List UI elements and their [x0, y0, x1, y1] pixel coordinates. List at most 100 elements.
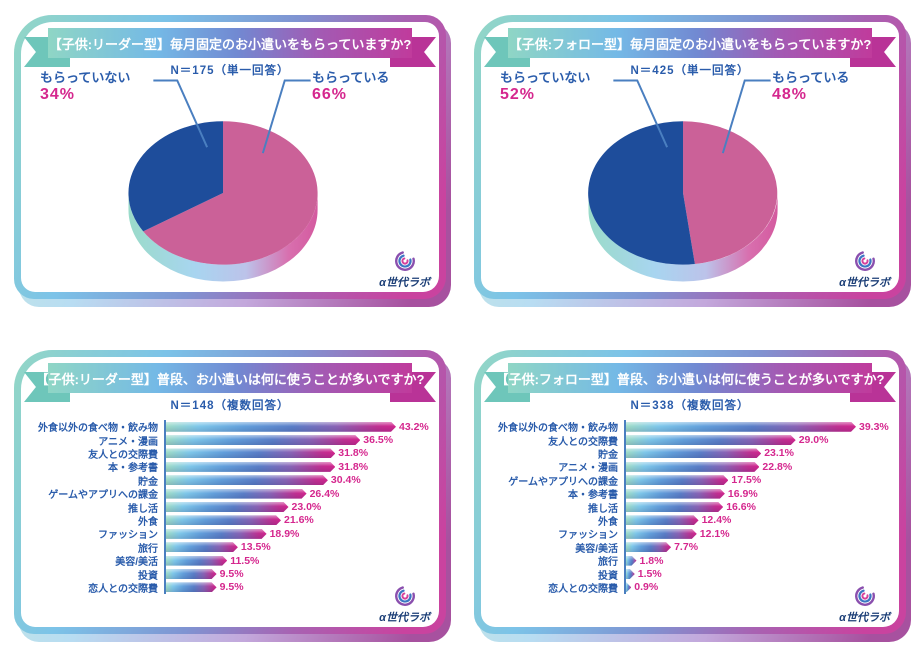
bar-value-label: 16.6%	[726, 501, 756, 514]
pie-slice-percentage: 52%	[500, 85, 536, 103]
bar-category-label: 美容/美活	[115, 557, 158, 569]
title-ribbon: 【子供:リーダー型】毎月固定のお小遣いをもらっていますか?	[24, 28, 436, 67]
pie-3d	[128, 79, 318, 282]
pie-label-left: もらっていない 34%	[40, 70, 131, 104]
bar-category-label: 友人との交際費	[548, 436, 618, 448]
bar-category-label: 外食	[598, 516, 618, 528]
bar-row: アニメ・漫画 36.5%	[26, 433, 438, 448]
panel-follower-fixed-allowance: 【子供:フォロー型】毎月固定のお小遣いをもらっていますか? N＝425（単一回答…	[474, 15, 915, 309]
bar-category-label: 恋人との交際費	[88, 583, 158, 595]
bar-category-label: ファッション	[98, 530, 158, 542]
bar-category-label: 推し活	[588, 503, 618, 515]
bar-row: ファッション 12.1%	[486, 527, 898, 541]
swirl-logo-icon	[854, 586, 875, 606]
bar	[166, 422, 396, 432]
bar-category-label: 友人との交際費	[88, 449, 158, 461]
panel-card: 【子供:リーダー型】毎月固定のお小遣いをもらっていますか? N＝175（単一回答…	[14, 15, 446, 299]
bar-category-label: ゲームやアプリへの課金	[508, 476, 618, 488]
bar-chart-area: 外食以外の食べ物・飲み物 43.2% アニメ・漫画 36.5% 友人との交際費 31.8%…	[26, 420, 438, 622]
bar-row: 外食以外の食べ物・飲み物 39.3%	[486, 420, 898, 434]
bar-row: 推し活 16.6%	[486, 500, 898, 515]
pie-label-right: もらっている 48%	[772, 70, 849, 104]
bar-row: 美容/美活 7.7%	[486, 540, 898, 555]
bar	[626, 582, 631, 592]
bar	[166, 542, 238, 552]
bar-row: 恋人との交際費 0.9%	[486, 580, 898, 595]
bar-track: 23.1%	[624, 446, 898, 461]
panel-card: 【子供:フォロー型】普段、お小遣いは何に使うことが多いですか? N＝338（複数…	[474, 350, 906, 634]
bar	[166, 435, 360, 445]
pie-slice-percentage: 66%	[312, 85, 348, 103]
leader-line-right	[721, 79, 771, 154]
bar-category-label: 貯金	[138, 476, 158, 488]
bar-value-label: 21.6%	[284, 514, 314, 527]
brand-logo: α世代ラボ	[839, 249, 890, 290]
bar-category-label: 旅行	[138, 543, 158, 555]
swirl-logo-icon	[854, 251, 875, 271]
pie-slice-name: もらっている	[312, 70, 390, 85]
bar-track: 21.6%	[164, 513, 438, 528]
pie-chart-area: もらっている 66% もらっていない 34%	[14, 69, 446, 299]
bar-track: 11.5%	[164, 553, 438, 568]
bar-track: 43.2%	[164, 420, 438, 434]
sample-size-label: N＝148（複数回答）	[170, 400, 290, 412]
brand-logo-text: α世代ラボ	[839, 612, 890, 624]
bar	[166, 515, 281, 525]
bar	[166, 556, 227, 566]
title-ribbon: 【子供:フォロー型】普段、お小遣いは何に使うことが多いですか?	[484, 363, 896, 402]
bar	[166, 502, 289, 512]
bar-track: 7.7%	[624, 540, 898, 554]
pie-slice-name: もらっていない	[40, 70, 131, 85]
panel-title: 【子供:フォロー型】普段、お小遣いは何に使うことが多いですか?	[496, 363, 884, 393]
title-ribbon: 【子供:リーダー型】普段、お小遣いは何に使うことが多いですか?	[24, 363, 436, 402]
bar	[626, 448, 761, 458]
bar	[626, 462, 759, 472]
bar-value-label: 1.5%	[637, 567, 662, 580]
bar	[166, 529, 267, 539]
bar-value-label: 1.8%	[639, 554, 664, 567]
bar-track: 22.8%	[624, 460, 898, 474]
bar-value-label: 13.5%	[240, 541, 271, 554]
bar-category-label: 推し活	[128, 503, 158, 515]
bar-track: 31.8%	[164, 446, 438, 461]
panel-title: 【子供:リーダー型】毎月固定のお小遣いをもらっていますか?	[48, 28, 412, 58]
brand-logo: α世代ラボ	[379, 249, 430, 290]
bar-row: 貯金 30.4%	[26, 473, 438, 488]
bar	[166, 462, 335, 472]
bar-track: 12.1%	[624, 527, 898, 541]
bar-category-label: 貯金	[598, 449, 618, 461]
bar-value-label: 23.1%	[764, 447, 794, 460]
pie-slice-name: もらっていない	[500, 70, 591, 85]
brand-logo-text: α世代ラボ	[379, 277, 430, 289]
bar-category-label: 本・参考書	[108, 463, 158, 475]
pie-rim	[588, 192, 778, 282]
swirl-logo-icon	[394, 586, 415, 606]
bar-row: ファッション 18.9%	[26, 527, 438, 542]
bar-track: 9.5%	[164, 567, 438, 581]
brand-logo-text: α世代ラボ	[839, 277, 890, 289]
panel-card: 【子供:リーダー型】普段、お小遣いは何に使うことが多いですか? N＝148（複数…	[14, 350, 446, 634]
bar-row: 本・参考書 31.8%	[26, 460, 438, 475]
bar-row: 友人との交際費 29.0%	[486, 433, 898, 448]
bar	[626, 475, 728, 485]
leader-line-left	[613, 79, 669, 148]
pie-slice-not-receiving	[588, 121, 695, 265]
bar-row: 美容/美活 11.5%	[26, 553, 438, 569]
pie-rim	[128, 192, 318, 282]
bar-track: 31.8%	[164, 460, 438, 474]
panel-leader-fixed-allowance: 【子供:リーダー型】毎月固定のお小遣いをもらっていますか? N＝175（単一回答…	[14, 15, 455, 309]
bar-chart-area: 外食以外の食べ物・飲み物 39.3% 友人との交際費 29.0% 貯金 23.1% アニメ・…	[486, 420, 898, 622]
bar-row: 友人との交際費 31.8%	[26, 446, 438, 461]
bar-value-label: 17.5%	[731, 474, 762, 487]
swirl-logo-icon	[394, 251, 415, 271]
bar-value-label: 9.5%	[219, 581, 244, 594]
bar-row: 貯金 23.1%	[486, 446, 898, 461]
sample-size-label: N＝175（単一回答）	[170, 65, 290, 77]
bar-row: ゲームやアプリへの課金 17.5%	[486, 473, 898, 488]
bar-category-label: アニメ・漫画	[98, 436, 158, 448]
bar	[166, 569, 217, 579]
bar-row: 推し活 23.0%	[26, 500, 438, 515]
bar-row: 外食 21.6%	[26, 513, 438, 528]
bar-category-label: 投資	[598, 570, 618, 582]
